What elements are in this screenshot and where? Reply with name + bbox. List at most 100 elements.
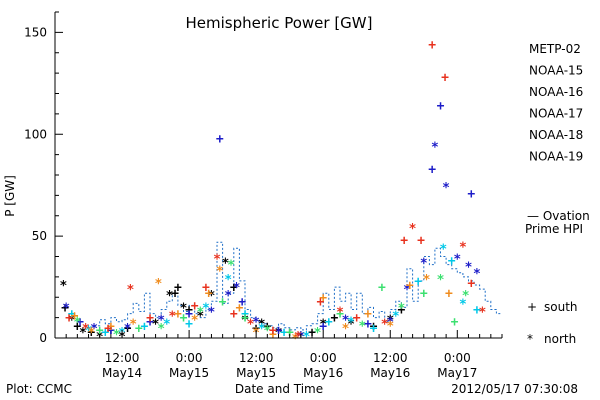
- data-point: *: [129, 318, 137, 333]
- y-tick-label: 0: [39, 331, 47, 345]
- data-point: *: [241, 314, 249, 329]
- legend-entry-noaa-19: NOAA-19: [529, 150, 583, 164]
- x-tick-date-label: May16: [370, 366, 410, 380]
- data-point: +: [269, 323, 277, 338]
- data-point: +: [174, 307, 182, 322]
- data-point: +: [241, 307, 249, 322]
- data-point: +: [437, 99, 445, 114]
- data-point: +: [185, 317, 193, 332]
- data-point: *: [73, 316, 81, 331]
- data-point: +: [230, 307, 238, 322]
- data-point: +: [448, 254, 456, 269]
- data-point: *: [381, 318, 389, 333]
- data-point: *: [227, 259, 235, 274]
- data-point: +: [364, 317, 372, 332]
- y-axis-label: P [GW]: [3, 175, 17, 217]
- data-point: *: [397, 301, 405, 316]
- data-point: +: [107, 323, 115, 338]
- data-point: +: [191, 299, 199, 314]
- data-layer: *+*+*+*+*+**++*+***+*+*+*+*+*+*+*+*+*+*+…: [59, 38, 502, 347]
- data-point: *: [294, 330, 302, 345]
- x-tick-label: 12:00: [239, 351, 274, 365]
- data-point: +: [202, 281, 210, 296]
- data-point: +: [370, 321, 378, 336]
- data-point: +: [146, 311, 154, 326]
- axes-layer: 05010015012:00May140:00May1512:00May150:…: [24, 11, 503, 380]
- data-point: +: [171, 287, 179, 302]
- data-point: +: [467, 187, 475, 202]
- data-point: *: [87, 326, 95, 341]
- data-point: +: [330, 311, 338, 326]
- data-point: *: [224, 273, 232, 288]
- legend-entry-noaa-15: NOAA-15: [529, 64, 583, 78]
- x-tick-label: 0:00: [310, 351, 337, 365]
- data-point: *: [423, 273, 431, 288]
- data-point: *: [191, 314, 199, 329]
- data-point: *: [59, 279, 67, 294]
- data-point: *: [258, 322, 266, 337]
- data-point: +: [370, 319, 378, 334]
- data-point: +: [414, 274, 422, 289]
- data-point: +: [397, 303, 405, 318]
- data-point: +: [353, 311, 361, 326]
- data-point: *: [439, 242, 447, 257]
- data-point: +: [252, 321, 260, 336]
- data-point: *: [302, 330, 310, 345]
- data-point: *: [224, 289, 232, 304]
- data-point: *: [358, 320, 366, 335]
- data-point: +: [135, 321, 143, 336]
- data-point: +: [445, 287, 453, 302]
- data-point: *: [213, 253, 221, 268]
- data-point: *: [386, 316, 394, 331]
- data-point: +: [205, 287, 213, 302]
- data-point: +: [364, 307, 372, 322]
- series-metp-02: *+*+*+*+*+**++*+***+*+*+*+*+*+*+*+: [59, 257, 405, 345]
- data-point: +: [286, 325, 294, 340]
- series-noaa-19: +* +*+ *++*+* + *+* + *+*+++*+*: [65, 38, 486, 345]
- x-tick-label: 12:00: [373, 351, 408, 365]
- data-point: +: [107, 323, 115, 338]
- data-point: +: [451, 315, 459, 330]
- data-point: +: [319, 291, 327, 306]
- data-point: *: [347, 316, 355, 331]
- data-point: +: [107, 319, 115, 334]
- data-point: *: [252, 316, 260, 331]
- x-tick-date-label: May17: [437, 366, 477, 380]
- data-point: +: [180, 311, 188, 326]
- data-point: +: [235, 301, 243, 316]
- data-point: *: [386, 320, 394, 335]
- legend-entry-noaa-17: NOAA-17: [529, 107, 583, 121]
- data-point: *: [85, 324, 93, 339]
- x-tick-date-label: May14: [102, 366, 142, 380]
- data-point: +: [441, 71, 449, 86]
- data-point: +: [174, 281, 182, 296]
- data-point: +: [96, 323, 104, 338]
- data-point: +: [280, 325, 288, 340]
- data-point: +: [319, 319, 327, 334]
- data-point: *: [392, 310, 400, 325]
- data-point: *: [431, 140, 439, 155]
- footer-timestamp: 2012/05/17 07:30:08: [451, 382, 578, 396]
- ovation-label-line2: Prime HPI: [525, 222, 583, 236]
- data-point: *: [442, 181, 450, 196]
- ovation-hpi-line: [94, 241, 502, 331]
- data-point: +: [428, 162, 436, 177]
- data-point: +: [269, 327, 277, 342]
- data-point: +: [420, 287, 428, 302]
- data-point: +: [124, 321, 132, 336]
- x-tick-date-label: May15: [169, 366, 209, 380]
- x-tick-date-label: May16: [303, 366, 343, 380]
- data-point: *: [113, 328, 121, 343]
- data-point: *: [342, 322, 350, 337]
- data-point: +: [428, 38, 436, 53]
- data-point: *: [291, 332, 299, 347]
- data-point: *: [126, 283, 134, 298]
- data-point: *: [462, 289, 470, 304]
- x-tick-date-label: May15: [236, 366, 276, 380]
- data-point: *: [420, 257, 428, 272]
- data-point: *: [196, 310, 204, 325]
- data-point: +: [238, 295, 246, 310]
- data-point: *: [459, 297, 467, 312]
- data-point: *: [207, 289, 215, 304]
- data-point: *: [247, 318, 255, 333]
